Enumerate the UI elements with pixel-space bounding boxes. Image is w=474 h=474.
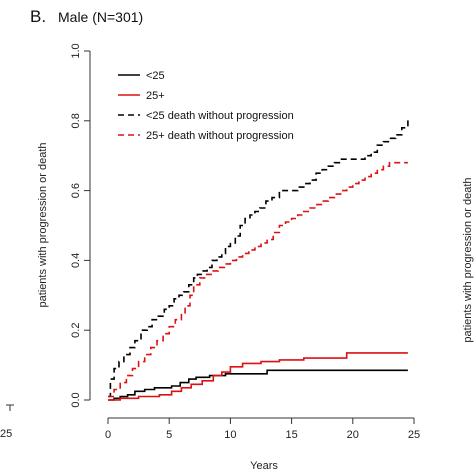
left-edge-tick-label: 25 <box>0 428 12 440</box>
series-line-3 <box>108 161 408 398</box>
x-tick-label: 5 <box>166 429 172 441</box>
y-axis: 0.0 0.2 0.4 0.6 0.8 1.0 <box>70 43 91 408</box>
series-layer <box>108 117 409 401</box>
legend-label-1: 25+ <box>146 90 165 102</box>
legend-label-3: 25+ death without progression <box>146 130 294 142</box>
x-tick-label: 25 <box>408 429 420 441</box>
series-line-2 <box>108 117 409 398</box>
y-tick-label: 0.4 <box>70 253 82 268</box>
x-axis: 0 5 10 15 20 25 <box>105 417 420 441</box>
panel-letter: B. <box>30 7 46 26</box>
y-axis-label: patients with progression or death <box>37 142 49 307</box>
y-tick-label: 1.0 <box>70 43 82 58</box>
series-line-1 <box>108 352 408 401</box>
x-tick-label: 15 <box>285 429 297 441</box>
y-tick-label: 0.0 <box>70 392 82 407</box>
right-edge-axis-label: patients with progression or death <box>462 177 474 342</box>
x-tick-label: 0 <box>105 429 111 441</box>
x-tick-label: 10 <box>224 429 236 441</box>
y-tick-label: 0.2 <box>70 323 82 338</box>
legend-label-2: <25 death without progression <box>146 110 294 122</box>
y-tick-label: 0.6 <box>70 183 82 198</box>
x-axis-label: Years <box>250 460 278 472</box>
x-tick-label: 20 <box>347 429 359 441</box>
series-line-0 <box>108 369 408 401</box>
panel-title: Male (N=301) <box>58 9 143 25</box>
legend-label-0: <25 <box>146 70 165 82</box>
y-tick-label: 0.8 <box>70 113 82 128</box>
legend: <25 25+ <25 death without progression 25+ d… <box>118 70 294 142</box>
